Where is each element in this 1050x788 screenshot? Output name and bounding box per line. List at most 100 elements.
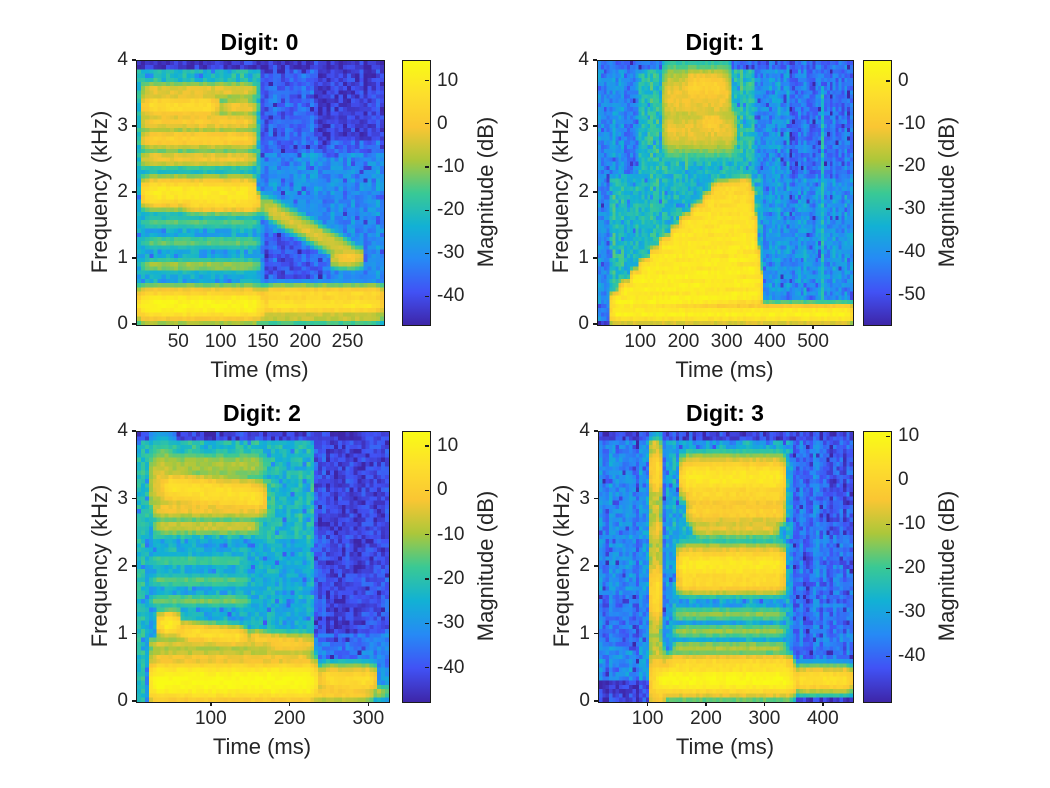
y-tick-label: 4 — [578, 49, 589, 70]
y-tick-mark — [593, 125, 597, 127]
x-tick-mark — [812, 325, 814, 329]
y-tick-label: 2 — [117, 181, 128, 202]
y-tick-label: 2 — [579, 555, 590, 576]
colorbar-tick-mark — [886, 523, 890, 525]
y-tick-label: 3 — [578, 115, 589, 136]
colorbar-tick-mark — [425, 252, 429, 254]
y-tick-label: 0 — [579, 690, 590, 711]
y-tick-label: 0 — [117, 690, 128, 711]
colorbar-tick-label: -20 — [437, 199, 465, 221]
colorbar-label: Magnitude (dB) — [473, 116, 498, 268]
colorbar-tick-label: -20 — [437, 568, 465, 590]
colorbar-tick-label: 10 — [898, 425, 920, 447]
colorbar-label: Magnitude (dB) — [934, 116, 959, 268]
colorbar-tick-label: -10 — [437, 523, 465, 545]
colorbar-tick-label: -40 — [898, 240, 926, 262]
spectrogram-image — [137, 432, 389, 702]
colorbar-tick-mark — [425, 209, 429, 211]
colorbar-tick-mark — [886, 611, 890, 613]
spectrogram-image — [598, 61, 853, 325]
colorbar-tick-mark — [886, 567, 890, 569]
colorbar-tick-mark — [886, 251, 890, 253]
colorbar-tick-mark — [886, 655, 890, 657]
colorbar — [863, 431, 892, 703]
x-tick-mark — [262, 325, 264, 329]
x-tick-label: 200 — [667, 331, 700, 352]
colorbar-tick-mark — [425, 123, 429, 125]
y-tick-mark — [132, 125, 136, 127]
colorbar-tick-label: 0 — [898, 469, 909, 491]
colorbar-tick-mark — [425, 667, 429, 669]
y-tick-label: 2 — [117, 555, 128, 576]
y-tick-label: 3 — [117, 115, 128, 136]
y-tick-label: 1 — [117, 622, 128, 644]
y-tick-mark — [132, 565, 136, 567]
colorbar-tick-label: -30 — [437, 612, 465, 634]
x-tick-mark — [304, 325, 306, 329]
colorbar-tick-label: -50 — [898, 283, 926, 305]
y-tick-mark — [132, 430, 136, 432]
x-axis-label: Time (ms) — [210, 357, 309, 382]
x-tick-mark — [288, 702, 291, 706]
colorbar-tick-label: -40 — [437, 656, 465, 678]
colorbar-tick-label: -10 — [437, 155, 465, 177]
colorbar-tick-mark — [886, 80, 890, 82]
y-tick-mark — [132, 59, 136, 61]
colorbar-tick-label: 0 — [437, 112, 448, 134]
y-tick-label: 4 — [117, 420, 128, 441]
x-tick-mark — [769, 325, 771, 329]
colorbar-tick-mark — [886, 435, 890, 437]
x-tick-label: 200 — [289, 331, 322, 352]
x-tick-label: 100 — [204, 331, 237, 352]
colorbar-tick-label: -40 — [898, 645, 926, 667]
y-tick-mark — [132, 700, 136, 702]
y-axis-label: Frequency (kHz) — [87, 110, 112, 274]
colorbar-tick-mark — [886, 479, 890, 481]
x-axis-label: Time (ms) — [675, 734, 775, 759]
colorbar — [402, 60, 431, 326]
y-tick-mark — [132, 497, 136, 500]
x-tick-mark — [725, 325, 728, 329]
colorbar-tick-mark — [425, 166, 429, 168]
y-tick-label: 4 — [117, 49, 128, 70]
y-tick-mark — [132, 323, 136, 325]
y-tick-mark — [594, 565, 598, 567]
x-tick-label: 200 — [273, 708, 306, 729]
x-tick-mark — [210, 702, 212, 706]
panel-title: Digit: 0 — [220, 29, 299, 55]
x-axis-label: Time (ms) — [212, 734, 312, 759]
spectrogram-image — [137, 61, 384, 325]
y-tick-label: 1 — [117, 247, 128, 268]
colorbar-tick-label: -40 — [437, 285, 465, 307]
colorbar-tick-label: -20 — [898, 557, 926, 579]
spectrogram-axes — [136, 431, 390, 703]
y-tick-label: 3 — [579, 487, 590, 509]
x-tick-label: 50 — [167, 331, 189, 352]
colorbar-tick-label: 0 — [437, 479, 448, 501]
colorbar-tick-label: -20 — [898, 155, 926, 177]
panel-title: Digit: 3 — [686, 400, 764, 426]
colorbar-tick-label: -30 — [898, 198, 926, 220]
colorbar-tick-mark — [886, 123, 890, 125]
y-axis-label: Frequency (kHz) — [87, 484, 112, 648]
colorbar — [863, 60, 892, 326]
x-axis-label: Time (ms) — [675, 357, 774, 382]
y-tick-mark — [132, 191, 136, 193]
colorbar-tick-label: -10 — [898, 112, 926, 134]
colorbar-label: Magnitude (dB) — [934, 490, 959, 642]
colorbar-tick-mark — [886, 208, 890, 210]
x-tick-label: 300 — [352, 708, 385, 729]
panel-title: Digit: 2 — [223, 400, 301, 426]
colorbar-tick-mark — [425, 80, 429, 82]
y-tick-mark — [593, 191, 597, 193]
y-tick-mark — [594, 497, 598, 500]
x-tick-label: 200 — [690, 708, 722, 729]
colorbar-tick-label: 10 — [437, 435, 459, 457]
y-tick-label: 4 — [579, 420, 590, 441]
colorbar-tick-mark — [425, 534, 429, 536]
colorbar-tick-mark — [886, 293, 890, 296]
x-tick-label: 300 — [710, 331, 743, 352]
colorbar-label: Magnitude (dB) — [473, 490, 498, 642]
x-tick-mark — [639, 325, 641, 329]
